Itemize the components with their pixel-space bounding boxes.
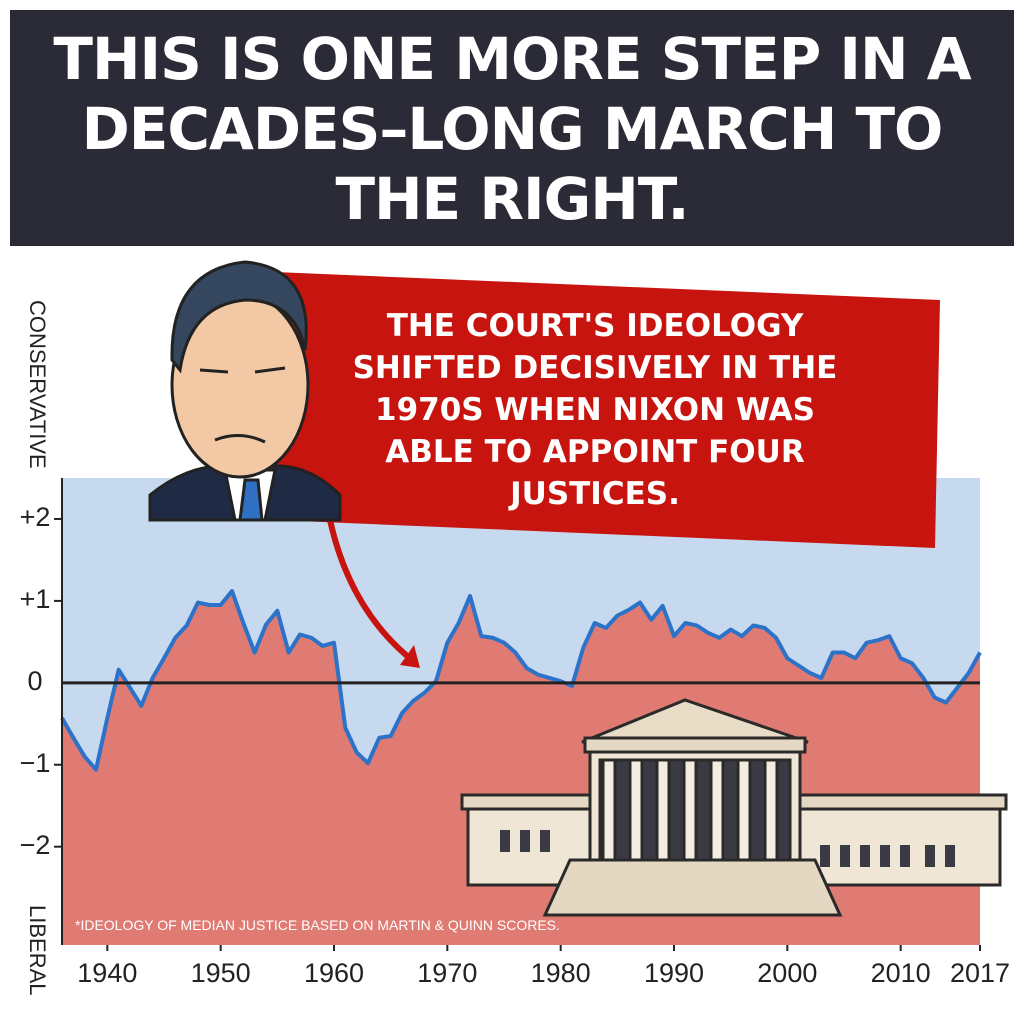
- x-tick-label: 1970: [417, 958, 477, 988]
- footnote: *IDEOLOGY OF MEDIAN JUSTICE BASED ON MAR…: [75, 917, 560, 933]
- x-tick-label: 1950: [191, 958, 251, 988]
- callout-box: [275, 272, 940, 548]
- x-tick-label: 1980: [531, 958, 591, 988]
- x-tick-label: 1940: [77, 958, 137, 988]
- y-tick-label: +2: [20, 502, 51, 532]
- y-label-top: CONSERVATIVE: [25, 300, 50, 469]
- callout-arrow: [327, 519, 414, 663]
- y-tick-label: 0: [27, 666, 42, 696]
- nixon-illustration: [148, 260, 342, 522]
- y-tick-label: +1: [20, 584, 51, 614]
- y-tick-label: −1: [20, 748, 51, 778]
- x-tick-label: 1990: [644, 958, 704, 988]
- line: [60, 589, 982, 772]
- title: THIS IS ONE MORE STEP IN A DECADES–LONG …: [53, 25, 971, 233]
- x-tick-label: 2000: [757, 958, 817, 988]
- arrow-head: [400, 645, 420, 668]
- y-tick-label: −2: [20, 830, 51, 860]
- x-tick-label: 2010: [871, 958, 931, 988]
- x-tick-label: 2017: [950, 958, 1010, 988]
- plot: +2 +1 0 −1 −2 1940 1950 1960 1970 1980 1990 2000 201…: [20, 478, 1010, 988]
- title-banner: [10, 10, 1014, 246]
- x-tick-label: 1960: [304, 958, 364, 988]
- callout-text: THE COURT'S IDEOLOGY SHIFTED DECISIVELY …: [352, 308, 838, 512]
- y-label-bottom: LIBERAL: [25, 905, 50, 996]
- supreme-court-illustration: [460, 698, 1008, 917]
